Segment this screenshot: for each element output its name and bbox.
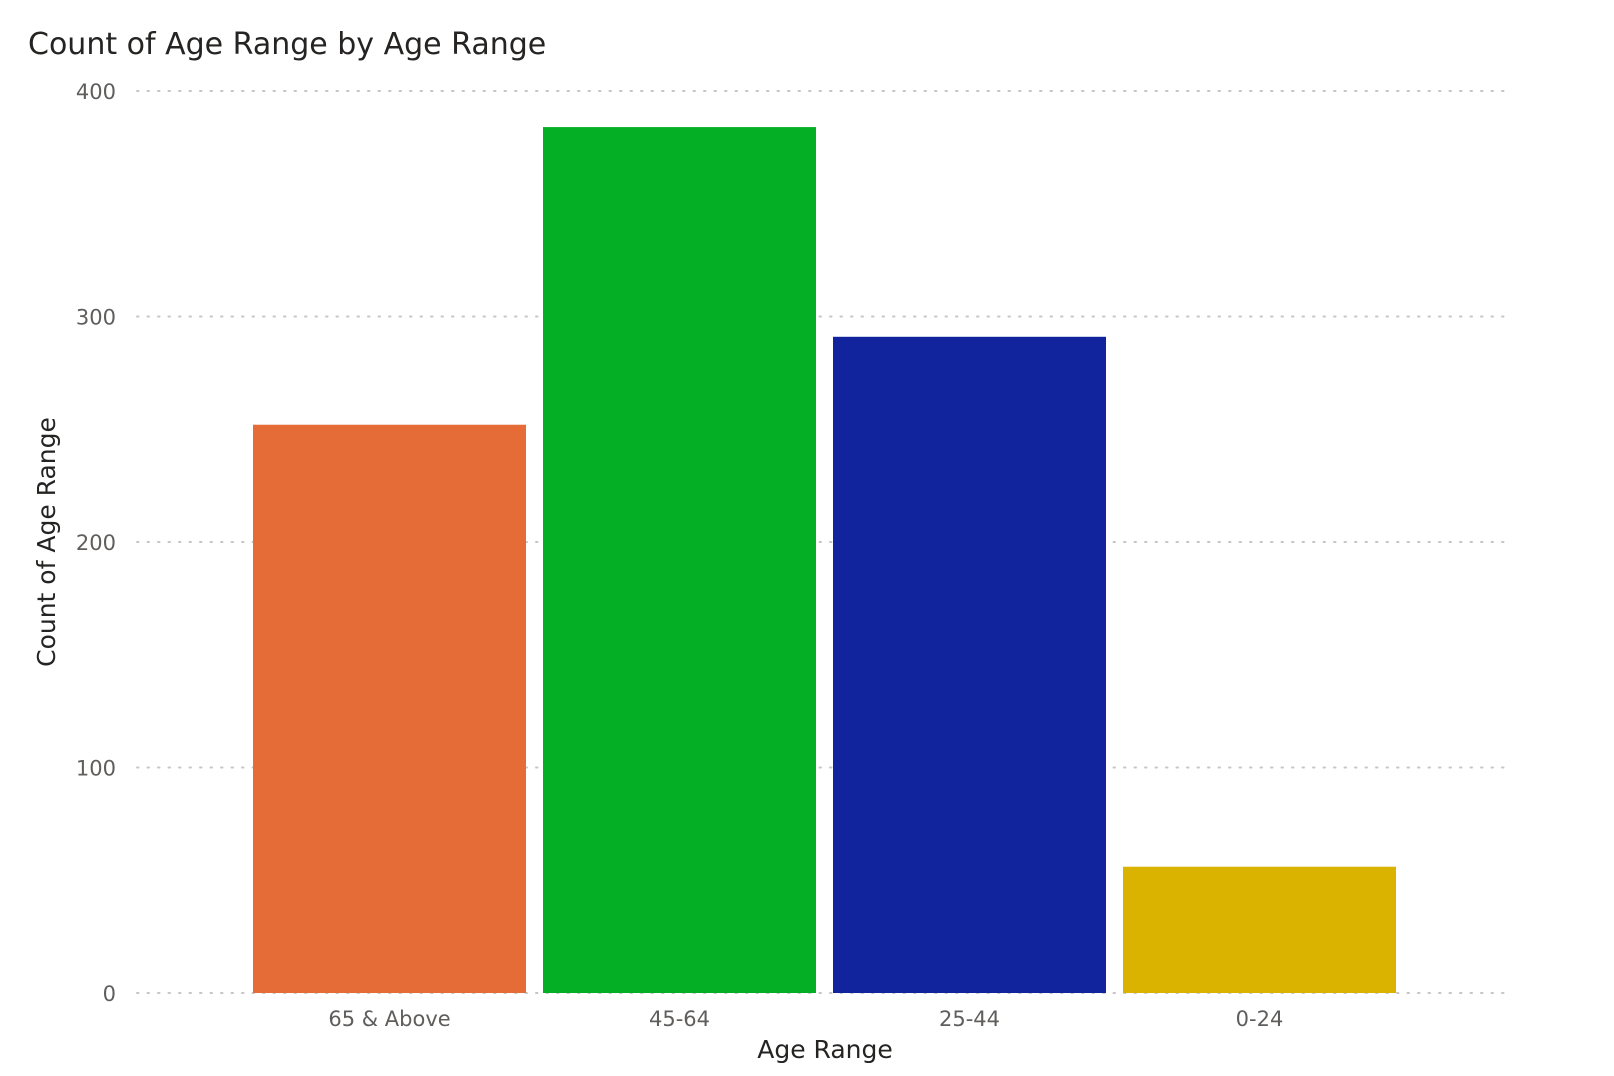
x-tick-label: 25-44 [939, 1007, 1000, 1031]
y-tick-label: 200 [76, 531, 116, 555]
x-axis-title: Age Range [757, 1035, 893, 1064]
y-tick-label: 300 [76, 306, 116, 330]
y-axis-ticks: 0 100 200 300 400 [76, 80, 116, 1006]
bar-0-24[interactable] [1123, 866, 1396, 993]
x-tick-label: 0-24 [1236, 1007, 1284, 1031]
y-tick-label: 100 [76, 757, 116, 781]
y-axis-title: Count of Age Range [32, 417, 61, 667]
bar-25-44[interactable] [833, 336, 1106, 993]
x-tick-label: 45-64 [649, 1007, 710, 1031]
x-tick-label: 65 & Above [328, 1007, 450, 1031]
bars [253, 127, 1396, 993]
x-axis-ticks: 65 & Above 45-64 25-44 0-24 [328, 1007, 1283, 1031]
y-tick-label: 400 [76, 80, 116, 104]
y-tick-label: 0 [103, 982, 116, 1006]
chart-title: Count of Age Range by Age Range [28, 27, 546, 62]
bar-65-above[interactable] [253, 424, 526, 993]
bar-45-64[interactable] [543, 127, 816, 993]
